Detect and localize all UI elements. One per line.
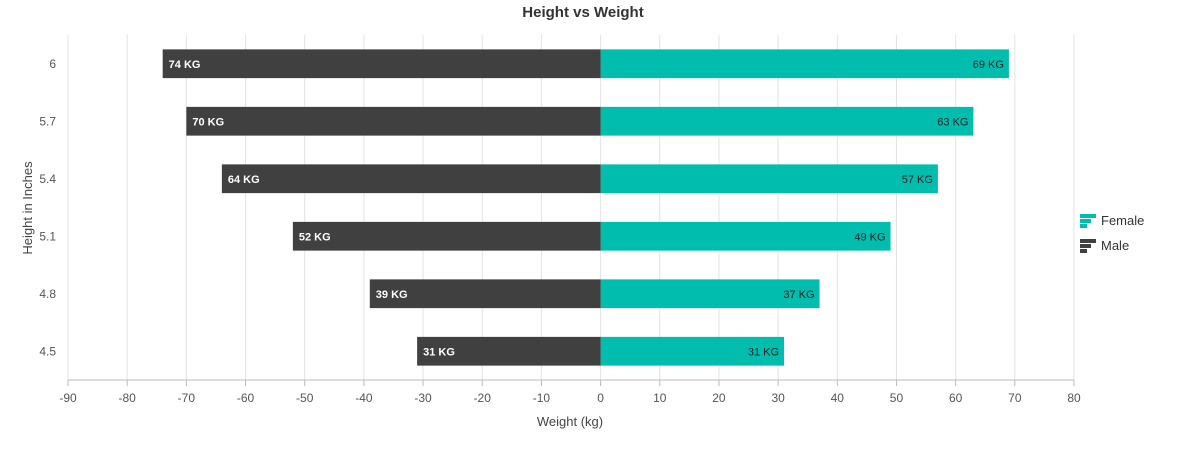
bar-female-1	[600, 106, 974, 136]
bar-female-2	[600, 164, 938, 194]
legend-swatch	[1080, 224, 1087, 228]
x-tick-label: 0	[597, 391, 604, 405]
bar-male-1	[186, 106, 601, 136]
y-tick-label: 4.8	[39, 287, 56, 301]
data-label-female: 57 KG	[902, 174, 933, 186]
chart-title: Height vs Weight	[522, 4, 643, 21]
data-label-female: 63 KG	[937, 116, 968, 128]
bar-male-3	[292, 221, 601, 251]
data-label-male: 74 KG	[169, 59, 201, 71]
data-label-female: 49 KG	[854, 231, 885, 243]
x-tick-label: -90	[59, 391, 77, 405]
bar-female-3	[600, 221, 891, 251]
bar-female-5	[600, 336, 785, 366]
legend: Female Male	[1080, 213, 1144, 253]
x-tick-label: -70	[178, 391, 196, 405]
x-tick-label: -30	[414, 391, 432, 405]
x-tick-label: 60	[949, 391, 963, 405]
x-tick-label: 50	[890, 391, 904, 405]
x-axis-title: Weight (kg)	[537, 414, 603, 429]
legend-swatch	[1080, 244, 1091, 248]
x-tick-label: 80	[1067, 391, 1081, 405]
x-tick-label: -80	[119, 391, 137, 405]
data-label-male: 70 KG	[192, 116, 224, 128]
bar-male-0	[162, 49, 601, 79]
legend-swatch	[1080, 239, 1096, 243]
bar-male-2	[221, 164, 601, 194]
y-tick-label: 5.1	[39, 229, 56, 243]
data-label-female: 69 KG	[973, 59, 1004, 71]
x-tick-label: 30	[771, 391, 785, 405]
legend-item-female: Female	[1080, 213, 1144, 228]
legend-item-male: Male	[1080, 238, 1129, 253]
legend-label: Male	[1101, 238, 1129, 253]
x-tick-label: 10	[653, 391, 667, 405]
x-tick-label: -50	[296, 391, 314, 405]
x-tick-label: 40	[831, 391, 845, 405]
y-axis-title: Height in Inches	[20, 161, 35, 255]
bar-female-4	[600, 279, 820, 309]
x-tick-label: -60	[237, 391, 255, 405]
grid-lines	[67, 35, 1075, 380]
y-tick-label: 6	[49, 57, 56, 71]
bar-female-0	[600, 49, 1009, 79]
bars: 69 KG 63 KG 57 KG 49 KG 37 KG 31 KG 74 KG 70 KG…	[162, 49, 1009, 366]
legend-swatch	[1080, 214, 1096, 218]
x-tick-label: -20	[474, 391, 492, 405]
x-tick-label: -40	[355, 391, 373, 405]
y-tick-label: 5.7	[39, 114, 56, 128]
legend-swatch	[1080, 219, 1091, 223]
data-label-male: 31 KG	[423, 346, 455, 358]
data-label-male: 52 KG	[299, 231, 331, 243]
bar-male-4	[369, 279, 601, 309]
x-tick-label: -10	[533, 391, 551, 405]
y-tick-label: 4.5	[39, 344, 56, 358]
data-label-female: 37 KG	[783, 289, 814, 301]
legend-label: Female	[1101, 213, 1144, 228]
x-tick-label: 20	[712, 391, 726, 405]
data-label-female: 31 KG	[748, 346, 779, 358]
data-label-male: 64 KG	[228, 174, 260, 186]
x-tick-label: 70	[1008, 391, 1022, 405]
y-tick-label: 5.4	[39, 172, 56, 186]
axes: -90 -80 -70 -60 -50 -40 -30 -20 -10 0 10 20 30 40 50 60…	[39, 57, 1081, 405]
legend-swatch	[1080, 249, 1087, 253]
bar-male-5	[417, 336, 601, 366]
data-label-male: 39 KG	[376, 289, 408, 301]
